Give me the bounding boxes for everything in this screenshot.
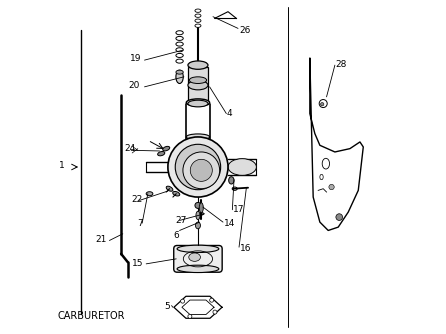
Ellipse shape xyxy=(188,80,208,90)
Ellipse shape xyxy=(146,192,153,196)
Circle shape xyxy=(181,299,185,303)
Text: 24: 24 xyxy=(125,144,136,153)
Circle shape xyxy=(321,103,324,106)
Text: 19: 19 xyxy=(129,54,141,63)
Circle shape xyxy=(188,314,192,318)
Ellipse shape xyxy=(200,212,204,215)
Text: 28: 28 xyxy=(335,60,347,68)
Ellipse shape xyxy=(177,265,219,273)
Text: 1: 1 xyxy=(59,161,65,170)
FancyBboxPatch shape xyxy=(188,67,208,104)
Ellipse shape xyxy=(228,159,256,175)
Text: 15: 15 xyxy=(132,260,144,268)
Text: 20: 20 xyxy=(129,81,140,90)
Text: 26: 26 xyxy=(239,26,250,34)
Text: 5: 5 xyxy=(165,302,170,311)
Ellipse shape xyxy=(157,152,165,156)
Ellipse shape xyxy=(176,70,183,84)
Text: 17: 17 xyxy=(233,205,244,214)
Ellipse shape xyxy=(195,222,200,229)
Text: 27: 27 xyxy=(176,216,187,225)
Text: 16: 16 xyxy=(240,244,251,253)
Ellipse shape xyxy=(173,191,180,196)
Text: 22: 22 xyxy=(132,195,143,204)
Ellipse shape xyxy=(195,202,201,208)
Text: 14: 14 xyxy=(224,219,235,227)
Ellipse shape xyxy=(188,100,208,107)
Ellipse shape xyxy=(163,146,170,151)
Ellipse shape xyxy=(166,186,173,191)
Circle shape xyxy=(210,298,214,302)
Ellipse shape xyxy=(186,134,210,140)
Circle shape xyxy=(190,159,212,181)
Ellipse shape xyxy=(189,77,206,84)
Ellipse shape xyxy=(177,245,219,253)
Text: 21: 21 xyxy=(95,235,107,244)
FancyBboxPatch shape xyxy=(174,245,222,272)
Circle shape xyxy=(213,310,217,314)
Text: 6: 6 xyxy=(173,231,179,240)
Ellipse shape xyxy=(189,253,200,261)
Text: 7: 7 xyxy=(137,219,143,227)
Circle shape xyxy=(168,137,228,197)
Ellipse shape xyxy=(199,203,203,213)
Circle shape xyxy=(175,144,221,190)
Ellipse shape xyxy=(188,61,208,69)
Circle shape xyxy=(336,214,343,220)
Circle shape xyxy=(183,152,220,189)
Text: CARBURETOR: CARBURETOR xyxy=(58,311,125,321)
Ellipse shape xyxy=(176,70,183,74)
Circle shape xyxy=(329,184,334,190)
Ellipse shape xyxy=(186,99,210,106)
Text: 4: 4 xyxy=(227,109,233,118)
Ellipse shape xyxy=(196,211,200,220)
Ellipse shape xyxy=(229,177,234,184)
